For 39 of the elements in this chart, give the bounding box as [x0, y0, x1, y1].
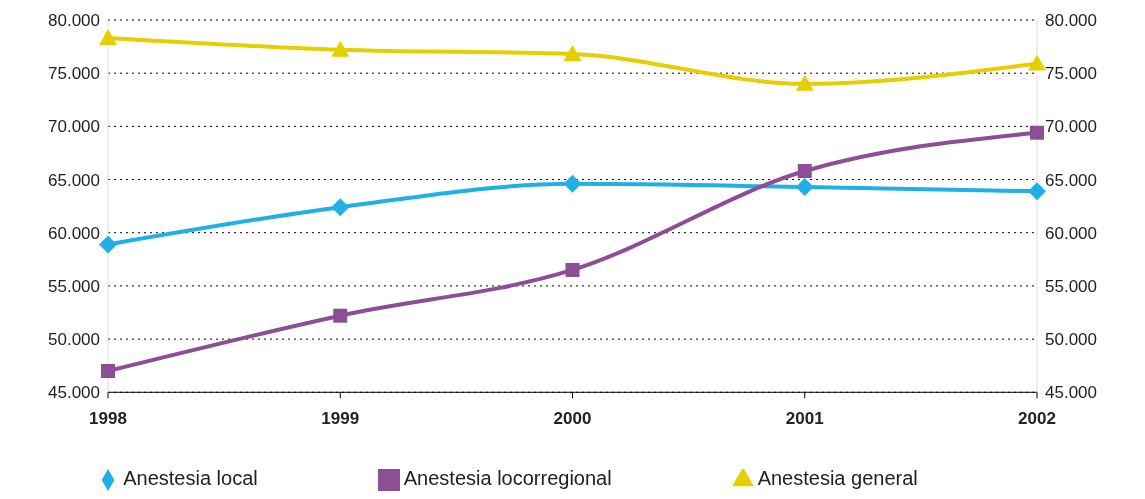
- point: [331, 198, 350, 217]
- point: [797, 164, 812, 179]
- y-tick-label: 80.000: [48, 11, 100, 31]
- legend-label: Anestesia locorregional: [403, 467, 612, 490]
- x-tick-label: 1999: [321, 409, 360, 429]
- legend-label: Anestesia general: [757, 467, 918, 490]
- point: [333, 308, 348, 323]
- x-tick-label: 2001: [785, 409, 824, 429]
- point: [331, 40, 350, 57]
- point: [99, 29, 117, 46]
- legend-label: Anestesia local: [123, 467, 258, 490]
- y-tick-label: 45.000: [48, 383, 100, 403]
- point: [1030, 125, 1044, 140]
- point: [565, 262, 580, 277]
- x-tick-label: 2002: [1018, 409, 1056, 429]
- point: [99, 235, 117, 254]
- x-tick-label: 2000: [553, 409, 592, 429]
- point: [563, 174, 582, 193]
- point: [563, 45, 582, 62]
- point: [795, 177, 814, 196]
- y-tick-label: 50.000: [48, 330, 100, 350]
- y-tick-label: 75.000: [48, 64, 100, 84]
- point: [1028, 54, 1046, 71]
- y2-tick-label: 65.000: [1045, 170, 1097, 190]
- y2-tick-label: 80.000: [1045, 11, 1097, 31]
- y-tick-label: 55.000: [48, 276, 100, 296]
- point: [1028, 182, 1046, 201]
- y2-tick-label: 70.000: [1045, 117, 1097, 137]
- y2-tick-label: 45.000: [1045, 383, 1097, 403]
- y2-tick-label: 75.000: [1045, 64, 1097, 84]
- y-tick-label: 65.000: [48, 170, 100, 190]
- y2-tick-label: 55.000: [1045, 276, 1097, 296]
- x-tick-label: 1998: [89, 409, 127, 429]
- y2-tick-label: 60.000: [1045, 223, 1097, 243]
- y-tick-label: 70.000: [48, 117, 100, 137]
- point: [795, 74, 814, 91]
- point: [101, 364, 115, 379]
- y-tick-label: 60.000: [48, 223, 100, 243]
- y2-tick-label: 50.000: [1045, 330, 1097, 350]
